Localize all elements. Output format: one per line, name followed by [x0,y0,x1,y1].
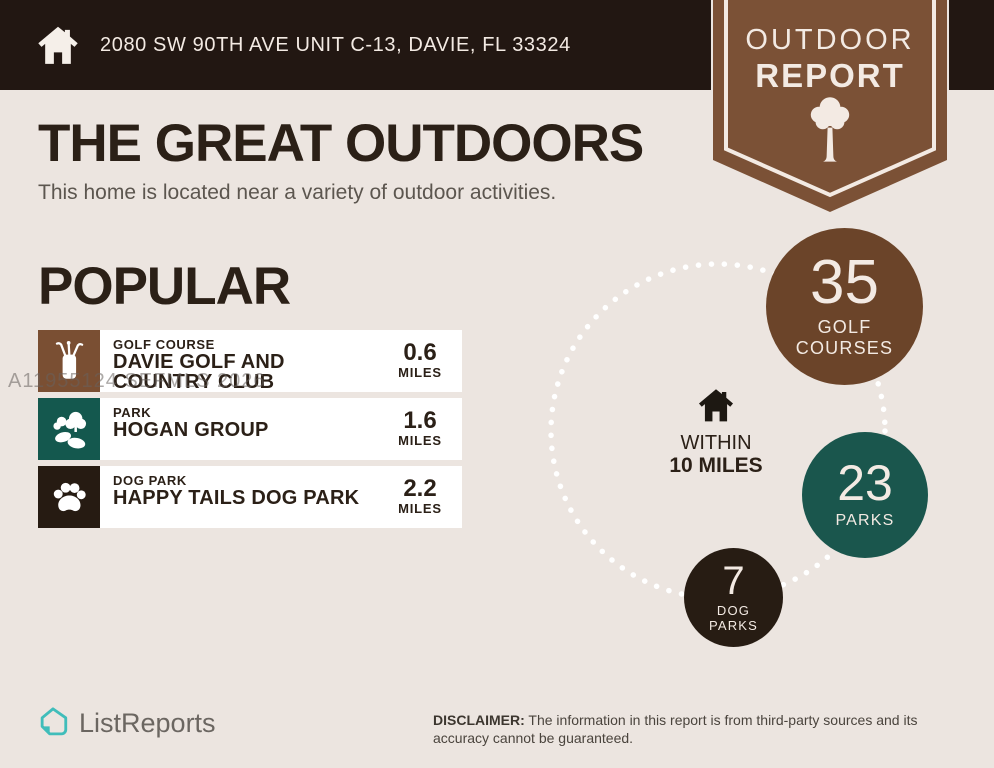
radius-label: 10 MILES [669,454,763,477]
item-distance-unit: MILES [398,365,442,380]
item-distance: 2.2 [403,475,437,502]
disclaimer-label: DISCLAIMER: [433,712,525,728]
house-icon [38,26,78,64]
popular-list: GOLF COURSE DAVIE GOLF AND COUNTRY CLUB … [38,330,462,534]
listreports-logo: ListReports [36,705,216,742]
stat-parks: 23 PARKS [802,432,928,558]
item-name: DAVIE GOLF AND COUNTRY CLUB [113,351,285,394]
list-item-dog-park: DOG PARK HAPPY TAILS DOG PARK 2.2 MILES [38,466,462,528]
stat-label: DOG PARKS [708,602,759,633]
disclaimer-text: DISCLAIMER: The information in this repo… [433,711,955,747]
item-category: DOG PARK [113,473,187,488]
home-marker-icon [698,389,734,422]
list-item-park: PARK HOGAN GROUP 1.6 MILES [38,398,462,460]
stat-label: PARKS [835,511,895,529]
stat-label: GOLF COURSES [795,317,894,358]
stat-value: 35 [810,248,879,318]
stat-value: 7 [722,558,745,603]
popular-heading: POPULAR [38,257,291,316]
item-distance: 1.6 [403,407,437,434]
listreports-icon [40,707,68,736]
item-distance-unit: MILES [398,433,442,448]
golf-bag-icon [38,330,100,392]
park-trees-icon [38,398,100,460]
badge-title-line2: REPORT [755,57,905,94]
paw-icon [38,466,100,528]
brand-name: ListReports [79,708,216,738]
stat-dog-parks: 7 DOG PARKS [684,548,783,647]
disclaimer-body: The information in this report is from t… [433,712,918,747]
page-subtitle: This home is located near a variety of o… [38,181,557,204]
within-label: WITHIN [680,432,752,454]
item-distance-unit: MILES [398,501,442,516]
list-item-golf-course: GOLF COURSE DAVIE GOLF AND COUNTRY CLUB … [38,330,462,394]
badge-title-line1: OUTDOOR [745,24,915,56]
item-category: GOLF COURSE [113,337,215,352]
item-category: PARK [113,405,152,420]
property-address: 2080 SW 90TH AVE UNIT C-13, DAVIE, FL 33… [100,33,571,56]
page-title: THE GREAT OUTDOORS [38,114,644,173]
tree-icon [711,94,949,175]
outdoor-report-badge: OUTDOOR REPORT [711,0,949,216]
item-name: HAPPY TAILS DOG PARK [113,487,360,509]
stat-value: 23 [837,455,893,512]
item-distance: 0.6 [403,339,437,366]
item-name: HOGAN GROUP [113,419,269,441]
mls-watermark: A11955124 SEFMLS 2026 [8,370,266,392]
stat-golf-courses: 35 GOLF COURSES [766,228,923,385]
